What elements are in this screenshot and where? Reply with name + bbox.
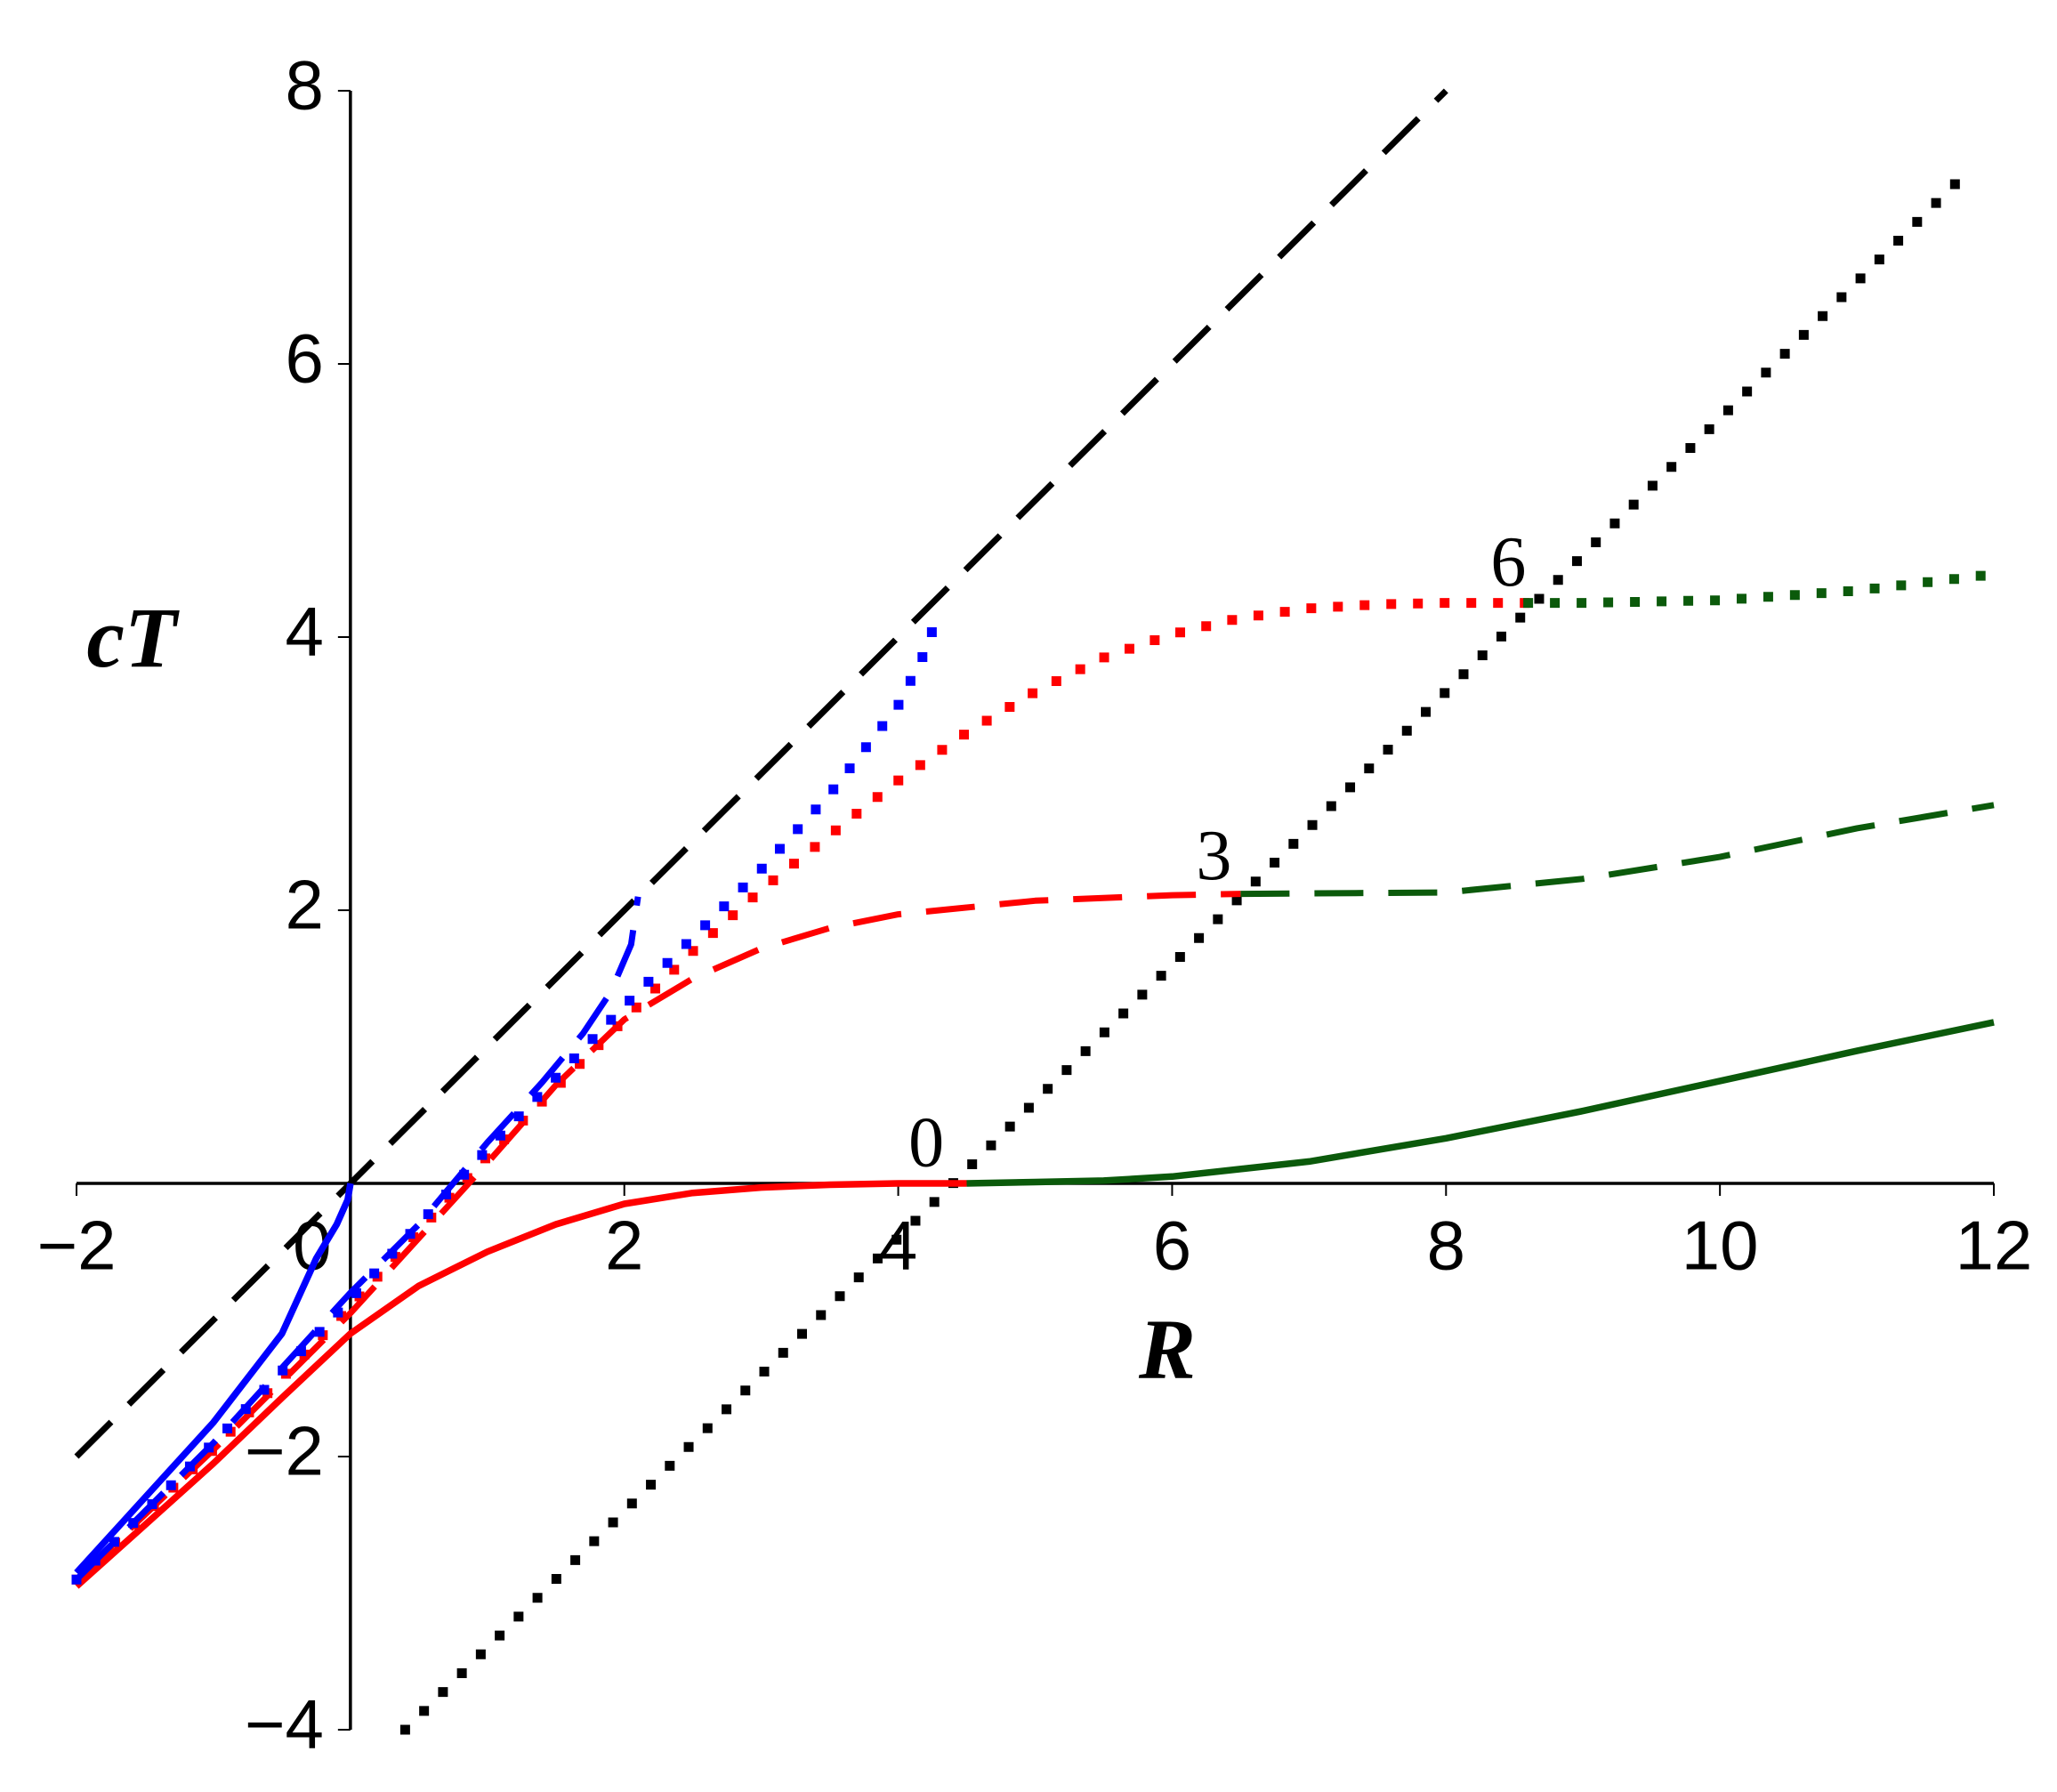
y-axis-label: cT: [86, 590, 180, 685]
x-tick-label: 8: [1427, 1207, 1465, 1285]
y-tick-label: 4: [285, 593, 323, 671]
series-line: [74, 88, 1448, 1459]
x-tick-label: 2: [605, 1207, 643, 1285]
x-tick-label: 12: [1956, 1207, 2033, 1285]
y-tick-label: 6: [285, 319, 323, 398]
y-tick-label: 8: [285, 46, 323, 125]
series-line: [69, 603, 946, 1586]
series-line: [74, 896, 641, 1582]
y-tick-label: −4: [245, 1685, 324, 1764]
series-line: [74, 1180, 967, 1589]
x-axis-label: R: [1138, 1302, 1196, 1397]
x-tick-label: 6: [1153, 1207, 1191, 1285]
annotation: 3: [1196, 817, 1231, 895]
annotation: 6: [1490, 523, 1526, 601]
series-line: [966, 1019, 1995, 1187]
series-line: [1240, 802, 1995, 898]
annotation: 0: [908, 1103, 944, 1182]
x-tick-label: −2: [37, 1207, 117, 1285]
series-line: [74, 1183, 354, 1576]
series-line: [398, 165, 1973, 1737]
y-tick-label: 2: [285, 866, 323, 944]
x-tick-label: 10: [1682, 1207, 1759, 1285]
series-line: [1523, 569, 2000, 609]
